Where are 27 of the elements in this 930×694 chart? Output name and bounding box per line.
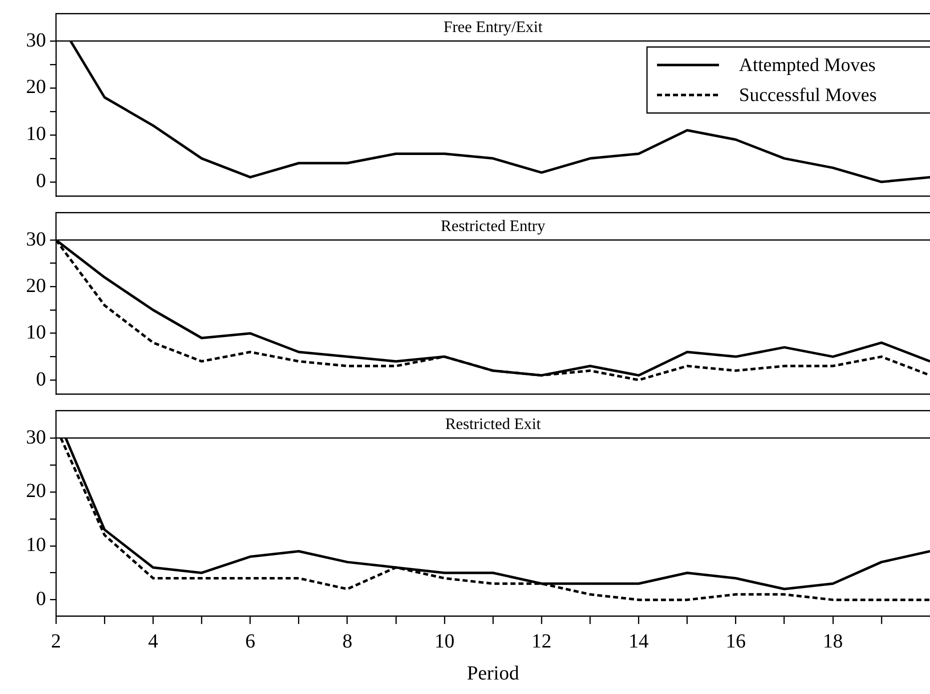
x-axis-title: Period [466,662,520,684]
y-tick-label: 20 [26,274,46,297]
x-tick-label: 18 [822,630,843,652]
x-tick-label: 14 [628,630,649,652]
y-tick-label: 30 [26,426,46,448]
x-tick-label: 12 [532,630,552,652]
x-tick-label: 8 [342,630,352,652]
y-tick-label: 0 [36,170,46,192]
y-tick-label: 10 [26,534,46,556]
chart-title: Restricted Entry [440,218,546,236]
y-tick-label: 0 [36,368,46,390]
y-tick-label: 10 [26,123,46,146]
y-tick-label: 20 [26,76,46,98]
y-tick-label: 30 [26,29,46,52]
legend-label: Attempted Moves [739,54,876,76]
chart-title: Free Entry/Exit [443,19,544,36]
y-tick-label: 20 [26,480,46,502]
x-tick-label: 4 [148,630,158,652]
x-tick-label: 16 [726,630,746,652]
x-tick-label: 6 [245,630,256,652]
y-tick-label: 10 [26,322,46,344]
x-tick-label: 2 [51,630,61,652]
legend-label: Successful Moves [739,84,877,106]
y-tick-label: 30 [26,228,46,250]
y-tick-label: 0 [36,588,46,610]
x-tick-label: 10 [434,630,454,652]
chart-title: Restricted Exit [445,416,542,434]
